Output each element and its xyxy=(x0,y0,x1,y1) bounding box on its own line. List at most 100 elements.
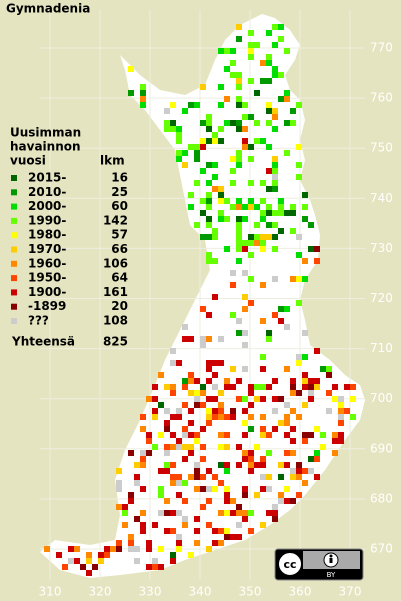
cell xyxy=(170,480,176,486)
cell xyxy=(278,492,284,498)
cell xyxy=(254,138,260,144)
y-tick-label: 710 xyxy=(370,341,393,355)
cell xyxy=(116,540,122,546)
legend-label: 1950- xyxy=(28,271,66,285)
cell xyxy=(140,456,146,462)
cell xyxy=(314,456,320,462)
cell xyxy=(290,438,296,444)
cell xyxy=(272,504,278,510)
cell xyxy=(302,354,308,360)
cell xyxy=(224,468,230,474)
cell xyxy=(248,300,254,306)
cell xyxy=(212,540,218,546)
cell xyxy=(272,162,278,168)
cell xyxy=(194,396,200,402)
cell xyxy=(230,312,236,318)
legend-swatch xyxy=(11,260,17,267)
cell xyxy=(134,546,140,552)
cell xyxy=(200,426,206,432)
cell xyxy=(248,402,254,408)
cell xyxy=(206,138,212,144)
cell xyxy=(224,510,230,516)
cell xyxy=(260,432,266,438)
cell xyxy=(230,156,236,162)
cell xyxy=(260,354,266,360)
cell xyxy=(266,102,272,108)
cell xyxy=(200,138,206,144)
cell xyxy=(128,450,134,456)
cell xyxy=(296,414,302,420)
cell xyxy=(296,174,302,180)
cell xyxy=(236,510,242,516)
cell xyxy=(212,162,218,168)
cell xyxy=(278,396,284,402)
cell xyxy=(140,96,146,102)
cell xyxy=(194,156,200,162)
cell xyxy=(230,180,236,186)
cell xyxy=(236,318,242,324)
cell xyxy=(176,474,182,480)
cell xyxy=(224,528,230,534)
cell xyxy=(260,426,266,432)
cell xyxy=(98,558,104,564)
cell xyxy=(254,204,260,210)
cell xyxy=(236,96,242,102)
cell xyxy=(266,330,272,336)
cc-logo xyxy=(277,551,303,577)
cc-text: cc xyxy=(283,558,296,571)
cell xyxy=(350,384,356,390)
cell xyxy=(272,516,278,522)
cell xyxy=(176,546,182,552)
cell xyxy=(212,360,218,366)
cell xyxy=(242,216,248,222)
cell xyxy=(308,432,314,438)
cell xyxy=(272,210,278,216)
legend-label: -1899 xyxy=(28,299,66,313)
cell xyxy=(332,438,338,444)
cell xyxy=(140,90,146,96)
cell xyxy=(242,270,248,276)
cell xyxy=(212,234,218,240)
cell xyxy=(302,276,308,282)
cell xyxy=(218,210,224,216)
cell xyxy=(236,156,242,162)
legend-swatch xyxy=(11,275,17,282)
x-tick-label: 360 xyxy=(289,585,312,599)
cell xyxy=(260,396,266,402)
cell xyxy=(236,462,242,468)
cell xyxy=(344,408,350,414)
by-body xyxy=(329,558,333,563)
cell xyxy=(188,450,194,456)
cell xyxy=(164,450,170,456)
cell xyxy=(248,252,254,258)
cell xyxy=(218,336,224,342)
cell xyxy=(182,378,188,384)
cell xyxy=(266,186,272,192)
cell xyxy=(248,450,254,456)
cell xyxy=(164,108,170,114)
cell xyxy=(218,186,224,192)
cell xyxy=(248,528,254,534)
cell xyxy=(212,414,218,420)
cell xyxy=(206,216,212,222)
cell xyxy=(206,486,212,492)
cell xyxy=(206,126,212,132)
cell xyxy=(182,384,188,390)
axes: 770 760 750 740 730 720 710 700 690 680 670 310 320 3… xyxy=(39,41,393,599)
cell xyxy=(266,510,272,516)
cell xyxy=(170,462,176,468)
cell xyxy=(242,366,248,372)
y-tick-label: 720 xyxy=(370,291,393,305)
cell xyxy=(200,390,206,396)
legend-count: 106 xyxy=(103,256,128,270)
by-head xyxy=(329,554,333,558)
cell xyxy=(194,378,200,384)
cell xyxy=(188,192,194,198)
cell xyxy=(200,402,206,408)
cell xyxy=(314,450,320,456)
cell xyxy=(152,444,158,450)
cell xyxy=(182,324,188,330)
cell xyxy=(278,204,284,210)
cell xyxy=(158,564,164,570)
cell xyxy=(230,366,236,372)
